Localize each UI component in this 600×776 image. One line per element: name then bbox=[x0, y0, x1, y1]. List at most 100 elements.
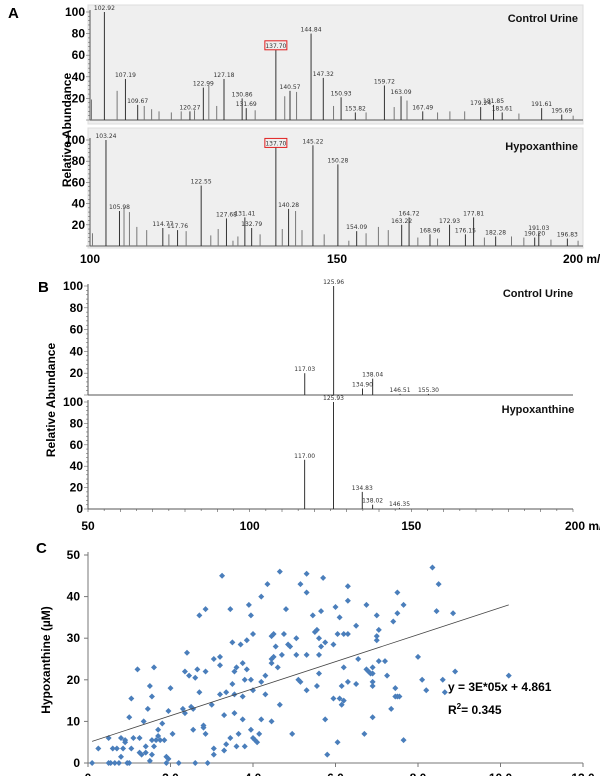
data-point bbox=[210, 745, 217, 752]
data-point bbox=[235, 730, 242, 737]
panel-a-bottom-background bbox=[87, 127, 584, 249]
peak-label: 168.96 bbox=[419, 227, 440, 234]
data-point bbox=[196, 689, 203, 696]
data-point bbox=[186, 672, 193, 679]
data-point bbox=[303, 687, 310, 694]
peak-label: 127.18 bbox=[213, 72, 234, 79]
data-point bbox=[169, 730, 176, 737]
data-point bbox=[126, 760, 133, 766]
data-point bbox=[353, 680, 360, 687]
data-point bbox=[338, 683, 345, 690]
peak-label: 167.49 bbox=[412, 104, 433, 111]
x-tick-label: 10.0 bbox=[489, 771, 513, 776]
data-point bbox=[262, 672, 269, 679]
data-point bbox=[268, 718, 275, 725]
data-point bbox=[336, 614, 343, 621]
r-squared-label: R bbox=[448, 703, 457, 717]
data-point bbox=[144, 705, 151, 712]
y-tick-label: 60 bbox=[72, 48, 86, 62]
data-point bbox=[313, 683, 320, 690]
peak-label: 125.93 bbox=[323, 395, 344, 402]
peak-label: 120.27 bbox=[179, 104, 200, 111]
data-point bbox=[332, 604, 339, 610]
y-tick-label: 20 bbox=[70, 481, 84, 495]
data-point bbox=[287, 643, 294, 650]
data-point bbox=[439, 676, 446, 683]
peak-label: 164.72 bbox=[399, 210, 420, 217]
data-point bbox=[223, 741, 230, 748]
peak-label: 122.99 bbox=[193, 81, 214, 88]
data-point bbox=[118, 753, 124, 760]
data-point bbox=[274, 664, 281, 671]
data-point bbox=[200, 722, 207, 729]
data-point bbox=[107, 760, 114, 766]
peak-label: 163.22 bbox=[391, 218, 412, 225]
data-point bbox=[202, 668, 209, 675]
data-point bbox=[155, 726, 162, 733]
data-point bbox=[202, 730, 209, 737]
panel-b-x-ticks: 50 100 150 200 m/z bbox=[81, 509, 600, 533]
data-point bbox=[330, 695, 337, 702]
data-point bbox=[115, 760, 122, 766]
x-tick-label: 0 bbox=[85, 771, 92, 776]
data-point bbox=[363, 601, 370, 608]
peak-label: 150.28 bbox=[327, 157, 348, 164]
data-point bbox=[270, 631, 277, 638]
data-point bbox=[355, 656, 362, 662]
peak-label: 137.70 bbox=[265, 140, 286, 147]
data-point bbox=[190, 726, 197, 733]
data-point bbox=[283, 606, 289, 613]
panel-b-x-tick: 150 bbox=[401, 519, 421, 533]
data-point bbox=[138, 751, 145, 758]
data-point bbox=[239, 693, 246, 700]
panel-b: 20 40 60 80 100 117.03 125.96 134.90 138.04 146.5… bbox=[44, 279, 600, 533]
data-point bbox=[505, 672, 512, 679]
highlighted-peak-box bbox=[264, 40, 288, 51]
data-point bbox=[194, 666, 201, 673]
data-point bbox=[217, 653, 223, 660]
panel-b-hypoxanthine-spectrum: 0 20 40 60 80 100 117.00 125.93 134.83 138.02 146.… bbox=[63, 395, 573, 516]
data-point bbox=[221, 747, 228, 754]
data-point bbox=[111, 760, 118, 766]
data-point bbox=[113, 745, 120, 752]
data-point bbox=[247, 726, 254, 733]
x-tick-label: 4.0 bbox=[245, 771, 262, 776]
y-tick-label: 100 bbox=[63, 279, 83, 293]
panel-a-x-tick: 100 bbox=[80, 252, 100, 266]
y-tick-label: 40 bbox=[72, 70, 86, 84]
peak-label: 147.32 bbox=[313, 71, 334, 78]
data-point bbox=[309, 612, 316, 619]
y-tick-label: 20 bbox=[67, 673, 81, 687]
data-point bbox=[388, 705, 395, 712]
data-point bbox=[375, 658, 382, 665]
data-point bbox=[373, 612, 380, 619]
data-point bbox=[148, 751, 155, 758]
y-tick-label: 0 bbox=[76, 502, 83, 516]
data-point bbox=[118, 735, 124, 742]
y-tick-label: 60 bbox=[72, 175, 86, 189]
x-tick-label: 8.0 bbox=[410, 771, 427, 776]
data-point bbox=[322, 639, 329, 646]
data-point bbox=[320, 574, 327, 581]
data-point bbox=[181, 668, 188, 675]
data-point bbox=[250, 687, 256, 694]
panel-b-y-axis-label: Relative Abundance bbox=[44, 343, 58, 458]
data-point bbox=[303, 570, 310, 577]
data-point bbox=[237, 641, 244, 648]
data-point bbox=[165, 708, 172, 714]
peak-label: 140.28 bbox=[278, 202, 299, 209]
data-point bbox=[313, 626, 320, 633]
panel-b-control-title: Control Urine bbox=[503, 288, 573, 300]
data-point bbox=[122, 739, 129, 746]
y-tick-label: 60 bbox=[70, 438, 84, 452]
data-point bbox=[441, 689, 448, 696]
data-point bbox=[415, 653, 421, 660]
trendline bbox=[92, 604, 509, 742]
peak-label: 155.30 bbox=[418, 387, 439, 394]
data-point bbox=[270, 653, 277, 660]
data-point bbox=[334, 631, 341, 638]
panel-a: 20 40 60 80 100 102.92 107.19 109.67 120.27 122.9… bbox=[60, 4, 600, 266]
peak-label: 109.67 bbox=[127, 98, 148, 105]
data-point bbox=[126, 714, 133, 721]
y-tick-label: 80 bbox=[70, 416, 84, 430]
